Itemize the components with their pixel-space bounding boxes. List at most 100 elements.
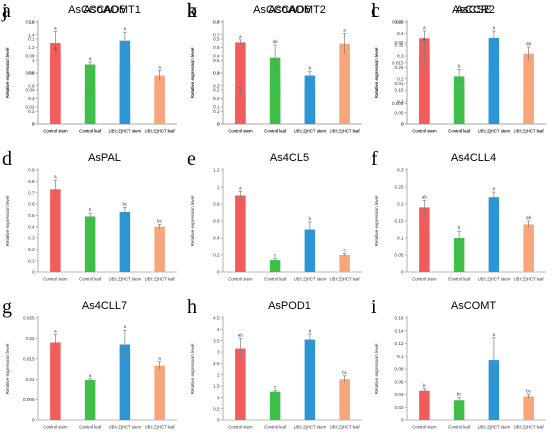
y-tick-label: 0 [217, 122, 220, 127]
y-axis-label: Relative expression level [190, 48, 195, 99]
significance-letter: bc [457, 392, 462, 397]
y-tick-label: 0 [217, 122, 220, 127]
bar [304, 229, 316, 272]
x-tick-label: Control leaf [79, 425, 102, 430]
y-axis-label: Relative expression level [374, 344, 379, 395]
y-tick-label: 0.2 [397, 202, 404, 207]
y-tick-label: 0.1 [397, 236, 404, 241]
x-tick-label: Control leaf [264, 129, 287, 134]
x-tick-label: Control stem [43, 277, 68, 282]
y-tick-label: 0.4 [213, 71, 220, 76]
panel-letter: l [371, 0, 377, 22]
chart-title: As4CLL7 [81, 300, 128, 312]
chart-title: AsCCoAOMT1 [68, 4, 141, 16]
y-tick-label: 0.6 [213, 20, 220, 25]
y-tick-label: 0.005 [392, 101, 404, 106]
y-tick-label: 0.45 [395, 20, 404, 25]
bar [453, 400, 465, 420]
y-tick-label: 0.02 [26, 105, 35, 110]
x-tick-label: Control stem [228, 277, 253, 282]
x-tick-label: UBI::ZjHCT leaf [514, 425, 545, 430]
x-tick-label: UBI::ZjHCT leaf [514, 129, 545, 134]
significance-letter: a [54, 26, 57, 31]
y-tick-label: 0.015 [23, 356, 35, 361]
y-tick-label: 0.2 [28, 109, 35, 114]
y-tick-label: 0 [401, 418, 404, 423]
chart-panel-e: Relative expression level 0 0.2 0.4 0.6 0.8 1 1… [185, 148, 366, 293]
bar [84, 64, 96, 124]
bar [235, 348, 246, 420]
chart-title: AsPOD1 [268, 300, 311, 312]
bar [339, 43, 350, 124]
y-tick-label: 0.12 [395, 341, 404, 346]
y-tick-label: 0 [32, 122, 35, 127]
y-axis-label: Relative expression level [374, 48, 379, 99]
significance-letter: b [458, 64, 461, 69]
y-tick-label: 0.5 [213, 58, 220, 63]
significance-letter: a [239, 34, 242, 39]
y-tick-label: 0.2 [213, 88, 220, 93]
y-tick-label: 0.4 [397, 31, 404, 36]
chart-panel-i: Relative expression level 0 0.02 0.04 0.06 0.… [369, 296, 550, 441]
significance-letter: c [274, 252, 277, 257]
x-tick-label: Control stem [43, 129, 68, 134]
x-tick-label: UBI::ZjHCT leaf [330, 129, 361, 134]
significance-letter: a [493, 186, 496, 191]
y-axis-label: Relative expression level [190, 344, 195, 395]
bar-chart-l: Relative expression level 0 0.05 0.1 0.15 0.2… [374, 20, 546, 134]
y-tick-label: 0.08 [395, 367, 404, 372]
bar [84, 380, 96, 420]
y-tick-label: 0.01 [26, 377, 35, 382]
significance-letter: bc [342, 370, 347, 375]
x-tick-label: Control stem [228, 129, 253, 134]
significance-letter: b [309, 216, 312, 221]
y-tick-label: 0.14 [395, 328, 404, 333]
bar [84, 216, 96, 272]
y-tick-label: 1 [217, 185, 220, 190]
y-tick-label: 0.01 [395, 81, 404, 86]
x-tick-label: Control leaf [448, 129, 471, 134]
y-tick-label: 0.8 [213, 20, 220, 25]
x-tick-label: UBI::ZjHCT stem [109, 129, 142, 134]
y-tick-label: 0.4 [28, 224, 35, 229]
bar [235, 93, 246, 124]
chart-title: As4CL5 [269, 152, 310, 164]
significance-letter: a [493, 332, 496, 337]
x-tick-label: Control leaf [264, 277, 287, 282]
significance-letter: a [158, 64, 161, 69]
panel-letter: h [187, 296, 197, 318]
significance-letter: c [239, 85, 242, 90]
y-tick-label: 4.5 [213, 316, 220, 321]
x-tick-label: UBI::ZjHCT leaf [145, 129, 176, 134]
y-tick-label: 1 [32, 58, 35, 63]
x-tick-label: UBI::ZjHCT stem [294, 425, 327, 430]
x-tick-label: UBI::ZjHCT stem [478, 277, 511, 282]
y-tick-label: 0.15 [395, 88, 404, 93]
y-tick-label: 0.8 [28, 179, 35, 184]
bar [269, 57, 281, 125]
y-tick-label: 0.25 [395, 65, 404, 70]
chart-title: As4CLL4 [450, 152, 497, 164]
x-tick-label: UBI::ZjHCT stem [478, 425, 511, 430]
x-tick-label: Control leaf [448, 277, 471, 282]
x-tick-label: UBI::ZjHCT stem [294, 129, 327, 134]
significance-letter: bc [526, 389, 531, 394]
y-tick-label: 0 [32, 122, 35, 127]
bar-chart-e: Relative expression level 0 0.2 0.4 0.6 0.8 1 1… [190, 168, 362, 282]
y-tick-label: 0.1 [397, 99, 404, 104]
bar [50, 53, 61, 125]
bar-chart-d: Relative expression level 0 0.1 0.2 0.3 0.4 0.… [5, 168, 177, 282]
x-tick-label: Control stem [228, 129, 253, 134]
chart-panel-d: Relative expression level 0 0.1 0.2 0.3 0.4 0.… [0, 148, 181, 293]
y-tick-label: 0.3 [28, 236, 35, 241]
y-axis-label: Relative expression level [374, 196, 379, 247]
bar-chart-f: Relative expression level 0 0.05 0.1 0.15 0.2… [374, 168, 546, 282]
y-tick-label: 0.02 [395, 40, 404, 45]
bar [154, 226, 165, 272]
bar [304, 339, 316, 420]
bar [339, 255, 350, 272]
y-tick-label: 0.6 [213, 219, 220, 224]
bar [50, 189, 61, 272]
x-tick-label: UBI::ZjHCT stem [109, 425, 142, 430]
